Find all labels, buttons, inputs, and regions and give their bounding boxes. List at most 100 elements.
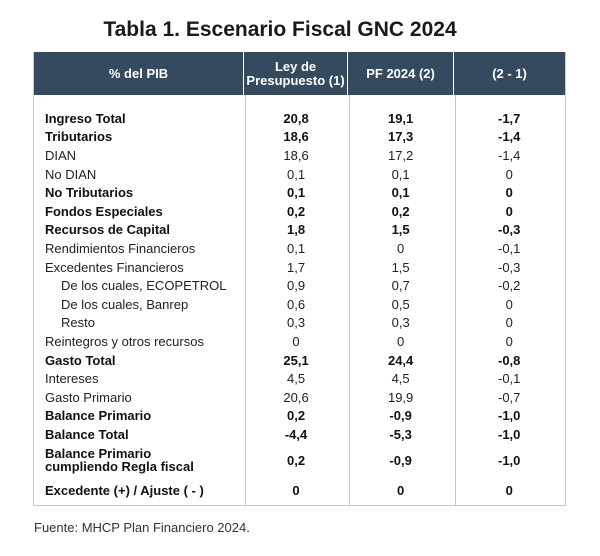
row-label: DIAN: [45, 147, 77, 163]
table-row: Gasto Total 25,1 24,4 -0,8: [34, 351, 565, 370]
row-label: Recursos de Capital: [45, 222, 170, 238]
table-row: No DIAN 0,1 0,1 0: [34, 165, 565, 184]
cell-pf-2024: 0,7: [391, 278, 410, 294]
row-label: No DIAN: [45, 166, 97, 182]
cell-pf-2024: -0,9: [389, 452, 412, 468]
cell-difference: -0,1: [498, 371, 521, 387]
header-pf-2024-label: PF 2024 (2): [366, 65, 435, 81]
row-label: Tributarios: [45, 129, 113, 145]
cell-pf-2024: 0: [397, 333, 405, 349]
cell-difference: -1,7: [498, 110, 521, 126]
cell-difference: 0: [505, 296, 513, 312]
cell-ley-presupuesto: 20,6: [283, 389, 309, 405]
row-label: Balance Primario cumpliendo Regla fiscal: [45, 446, 194, 475]
table-row: Fondos Especiales 0,2 0,2 0: [34, 202, 565, 221]
cell-difference: -0,1: [498, 240, 521, 256]
table-row: Excedentes Financieros 1,7 1,5 -0,3: [34, 258, 565, 277]
cell-difference: 0: [505, 483, 513, 499]
header-pf-2024: PF 2024 (2): [347, 52, 453, 95]
source-note: Fuente: MHCP Plan Financiero 2024.: [34, 520, 250, 535]
row-label: No Tributarios: [45, 185, 134, 201]
column-divider: [349, 95, 350, 505]
cell-pf-2024: 17,3: [387, 129, 414, 145]
cell-ley-presupuesto: 0,1: [286, 166, 306, 182]
row-label: Rendimientos Financieros: [45, 240, 196, 256]
table-row: Reintegros y otros recursos 0 0 0: [34, 332, 565, 351]
cell-ley-presupuesto: 0,2: [286, 452, 306, 468]
table-row: DIAN 18,6 17,2 -1,4: [34, 146, 565, 165]
table-row: Gasto Primario 20,6 19,9 -0,7: [34, 388, 565, 407]
table-row: Tributarios 18,6 17,3 -1,4: [34, 128, 565, 147]
cell-ley-presupuesto: 20,8: [283, 110, 309, 126]
cell-pf-2024: -5,3: [389, 426, 412, 442]
row-label: Balance Primario: [45, 408, 152, 424]
fiscal-table: % del PIB Ley de Presupuesto (1) PF 2024…: [33, 52, 566, 506]
header-pct-pib-label: % del PIB: [108, 65, 169, 81]
cell-ley-presupuesto: 0,9: [287, 278, 306, 294]
cell-difference: -1,0: [498, 408, 521, 424]
row-label: Excedente (+) / Ajuste ( - ): [45, 483, 204, 499]
table-row: Recursos de Capital 1,8 1,5 -0,3: [34, 221, 565, 240]
table-row: Balance Primario cumpliendo Regla fiscal…: [34, 444, 565, 477]
table-rows: Ingreso Total 20,8 19,1 -1,7 Tributarios 18,6…: [34, 109, 565, 500]
cell-difference: 0: [505, 333, 513, 349]
cell-pf-2024: 0: [397, 240, 405, 256]
cell-pf-2024: 0,1: [391, 185, 410, 201]
cell-ley-presupuesto: 1,8: [286, 222, 306, 238]
header-difference-label: (2 - 1): [492, 65, 527, 81]
cell-pf-2024: 0,3: [391, 315, 410, 331]
table-row: No Tributarios 0,1 0,1 0: [34, 183, 565, 202]
cell-pf-2024: 19,1: [387, 110, 414, 126]
row-label: De los cuales, ECOPETROL: [61, 278, 227, 294]
cell-difference: -1,0: [498, 426, 521, 442]
cell-ley-presupuesto: 0: [292, 333, 300, 349]
row-label: Resto: [61, 315, 95, 331]
cell-difference: -0,3: [498, 222, 521, 238]
cell-pf-2024: 1,5: [391, 259, 410, 275]
header-difference: (2 - 1): [453, 52, 565, 95]
header-ley-presupuesto: Ley de Presupuesto (1): [243, 52, 347, 95]
cell-difference: 0: [505, 166, 513, 182]
cell-ley-presupuesto: 0,2: [286, 203, 306, 219]
header-ley-presupuesto-label: Ley de Presupuesto (1): [246, 58, 345, 88]
cell-pf-2024: 0,5: [391, 296, 410, 312]
row-label: Ingreso Total: [45, 110, 126, 126]
cell-difference: -0,7: [498, 389, 521, 405]
header-pct-pib: % del PIB: [34, 52, 243, 95]
cell-ley-presupuesto: 4,5: [286, 371, 306, 387]
row-label: Excedentes Financieros: [45, 259, 184, 275]
row-label: Fondos Especiales: [45, 203, 163, 219]
table-row: De los cuales, Banrep 0,6 0,5 0: [34, 295, 565, 314]
table-body: Ingreso Total 20,8 19,1 -1,7 Tributarios 18,6…: [34, 95, 565, 505]
cell-difference: 0: [505, 203, 513, 219]
column-divider: [245, 95, 246, 505]
table-row: Balance Primario 0,2 -0,9 -1,0: [34, 407, 565, 426]
cell-ley-presupuesto: 0,1: [286, 240, 306, 256]
cell-ley-presupuesto: 0,6: [287, 296, 306, 312]
cell-pf-2024: 24,4: [387, 352, 414, 368]
column-divider: [455, 95, 456, 505]
cell-difference: -1,4: [498, 129, 521, 145]
cell-pf-2024: 0,2: [391, 203, 410, 219]
table-row: Balance Total -4,4 -5,3 -1,0: [34, 425, 565, 444]
cell-difference: 0: [505, 315, 513, 331]
row-label: De los cuales, Banrep: [61, 296, 189, 312]
cell-ley-presupuesto: 0: [292, 483, 300, 499]
cell-difference: -0,8: [498, 352, 521, 368]
cell-ley-presupuesto: 18,6: [283, 129, 309, 145]
cell-ley-presupuesto: 1,7: [286, 259, 306, 275]
cell-difference: -0,3: [498, 259, 521, 275]
table-row: De los cuales, ECOPETROL 0,9 0,7 -0,2: [34, 276, 565, 295]
cell-difference: 0: [505, 185, 513, 201]
cell-ley-presupuesto: 0,3: [287, 315, 306, 331]
cell-pf-2024: 4,5: [391, 371, 410, 387]
row-label: Gasto Primario: [45, 389, 132, 405]
cell-pf-2024: 1,5: [391, 222, 410, 238]
cell-ley-presupuesto: 25,1: [283, 352, 309, 368]
cell-ley-presupuesto: 0,2: [286, 408, 306, 424]
cell-pf-2024: 19,9: [387, 389, 414, 405]
cell-difference: -1,4: [498, 147, 521, 163]
table-row: Rendimientos Financieros 0,1 0 -0,1: [34, 239, 565, 258]
table-row: Resto 0,3 0,3 0: [34, 314, 565, 333]
cell-pf-2024: -0,9: [389, 408, 412, 424]
